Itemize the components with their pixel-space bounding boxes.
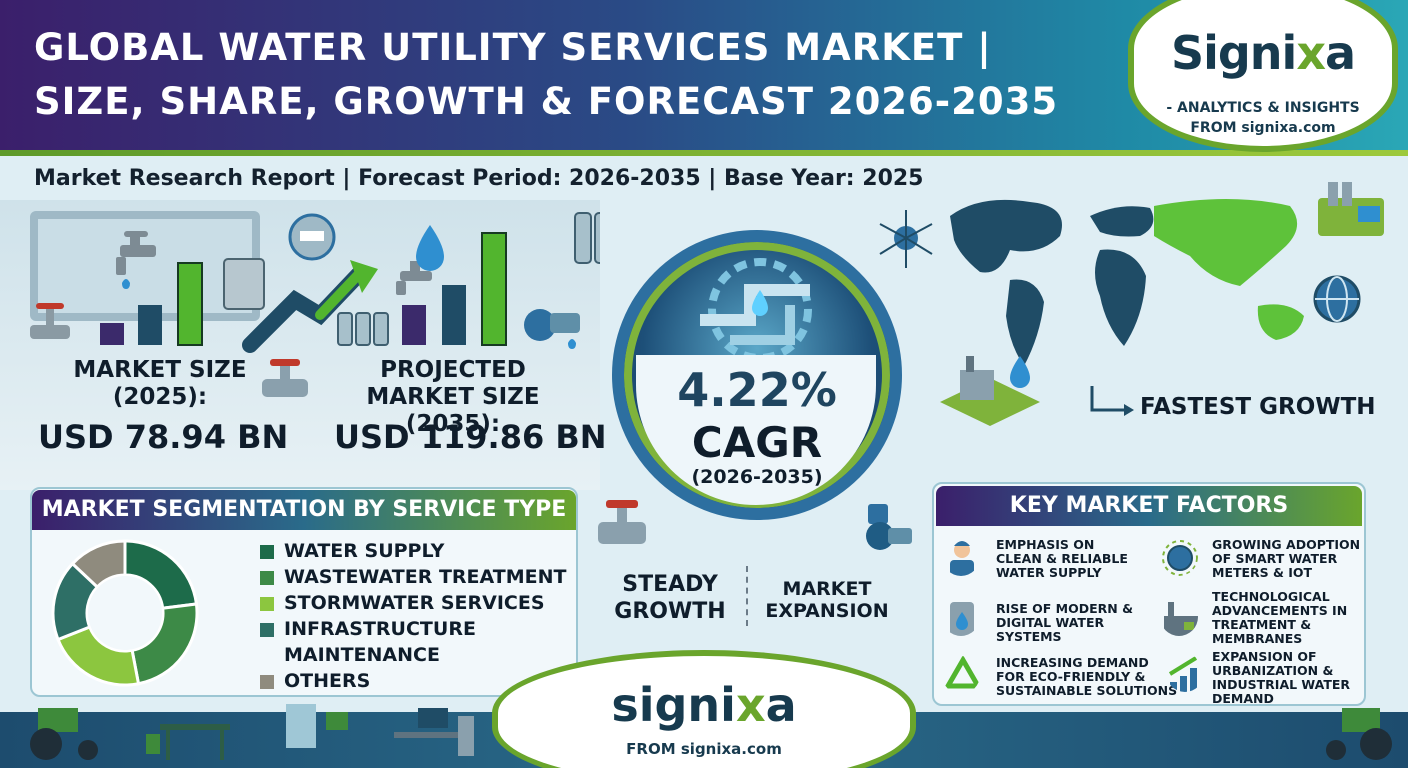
water-purifier-icon xyxy=(223,258,265,310)
globe-icon xyxy=(1313,275,1361,323)
pipes-gear-icon xyxy=(700,258,812,360)
brand-logo-badge[interactable]: Signixa - ANALYTICS & INSIGHTS FROM sign… xyxy=(1128,0,1398,152)
market-expansion-label: MARKET EXPANSION xyxy=(765,578,889,622)
segmentation-donut-chart xyxy=(51,539,199,687)
north-america-region xyxy=(950,199,1062,273)
legend-swatch xyxy=(260,545,274,559)
legend-swatch xyxy=(260,597,274,611)
brand-url: FROM signixa.com xyxy=(1190,120,1336,136)
office-desk-icon xyxy=(146,724,230,760)
factor-tech-advancements: TECHNOLOGICAL ADVANCEMENTS IN TREATMENT & M… xyxy=(1212,589,1348,646)
water-factory-icon xyxy=(940,356,1040,426)
bar-icon xyxy=(138,305,162,345)
factor-clean-water: EMPHASIS ON CLEAN & RELIABLE WATER SUPPLY xyxy=(996,537,1128,580)
bar-icon xyxy=(402,305,426,345)
water-drop-icon xyxy=(416,225,444,271)
legend-swatch xyxy=(260,571,274,585)
recycle-icon xyxy=(943,656,980,689)
bar-icon xyxy=(442,285,466,345)
report-subheader: Market Research Report | Forecast Period… xyxy=(34,166,924,191)
legend-wastewater-treatment: WASTEWATER TREATMENT xyxy=(284,566,567,588)
worker-icon xyxy=(950,541,974,576)
tractor-icon xyxy=(30,708,98,760)
office-workstation-icon xyxy=(394,708,474,756)
donut-hole xyxy=(88,576,162,650)
factor-eco-friendly: INCREASING DEMAND FOR ECO-FRIENDLY & SUSTA… xyxy=(996,655,1178,698)
legend-others: OTHERS xyxy=(284,670,371,692)
tractor-icon xyxy=(1326,708,1392,760)
footer-logo: signixa xyxy=(611,678,797,732)
steady-growth-label: STEADY GROWTH xyxy=(614,572,726,624)
network-globe-icon xyxy=(879,210,933,268)
factor-urbanization: EXPANSION OF URBANIZATION & INDUSTRIAL WAT… xyxy=(1212,649,1351,706)
segmentation-title: MARKET SEGMENTATION BY SERVICE TYPE xyxy=(32,490,576,530)
australia-region xyxy=(1257,304,1304,340)
treatment-plant-icon xyxy=(1318,182,1384,236)
cagr-label: CAGR xyxy=(691,418,823,467)
brand-logo: Signixa xyxy=(1170,26,1356,80)
projected-size-label: PROJECTED MARKET SIZE (2035): xyxy=(366,357,540,437)
pump-icon xyxy=(866,504,912,550)
africa-region xyxy=(1095,249,1146,346)
market-growth-illustration xyxy=(30,211,600,353)
legend-stormwater-services: STORMWATER SERVICES xyxy=(284,592,545,614)
bar-icon xyxy=(177,262,203,346)
legend-swatch xyxy=(260,623,274,637)
bar-icon xyxy=(100,323,124,345)
market-size-label: MARKET SIZE (2025): xyxy=(73,357,247,410)
office-whiteboard-icon xyxy=(286,704,348,748)
growth-chart-icon xyxy=(1168,656,1198,692)
market-size-value: USD 78.94 BN xyxy=(38,418,289,456)
fastest-growth-label: FASTEST GROWTH xyxy=(1140,394,1376,420)
bar-icon xyxy=(481,232,507,346)
storage-tanks-icon xyxy=(337,312,389,346)
filter-system-icon xyxy=(574,212,600,264)
south-america-region xyxy=(1006,279,1044,366)
factor-digital-systems: RISE OF MODERN & DIGITAL WATER SYSTEMS xyxy=(996,601,1134,644)
page-title-line1: GLOBAL WATER UTILITY SERVICES MARKET | xyxy=(34,26,992,69)
valve-icon xyxy=(598,500,646,544)
arrow-icon xyxy=(1090,386,1134,416)
footer-url: FROM signixa.com xyxy=(626,740,782,758)
footer-logo-badge[interactable]: signixa FROM signixa.com xyxy=(492,650,916,768)
legend-infrastructure: INFRASTRUCTURE xyxy=(284,618,476,640)
factory-icon xyxy=(1164,602,1198,636)
projected-size-value: USD 119.86 BN xyxy=(334,418,607,456)
center-divider xyxy=(746,566,748,626)
brand-tagline: - ANALYTICS & INSIGHTS xyxy=(1166,100,1360,116)
water-tank-icon xyxy=(950,602,974,636)
donut-slice xyxy=(70,539,127,590)
legend-swatch xyxy=(260,675,274,689)
faucet-icon xyxy=(116,231,156,275)
legend-maintenance: MAINTENANCE xyxy=(284,644,440,666)
valve-icon xyxy=(262,359,308,397)
header-divider xyxy=(0,150,1408,156)
cagr-value: 4.22% xyxy=(677,363,837,417)
europe-region xyxy=(1090,206,1154,237)
pump-icon xyxy=(524,309,580,349)
legend-water-supply: WATER SUPPLY xyxy=(284,540,445,562)
world-map xyxy=(950,199,1304,366)
asia-pacific-region xyxy=(1154,199,1298,286)
faucet-icon xyxy=(396,261,432,295)
water-drop-icon xyxy=(122,279,130,289)
globe-network-icon xyxy=(1162,540,1198,576)
key-factors-title: KEY MARKET FACTORS xyxy=(936,486,1362,526)
page-title-line2: SIZE, SHARE, GROWTH & FORECAST 2026-2035 xyxy=(34,80,1059,123)
factor-smart-meters: GROWING ADOPTION OF SMART WATER METERS & I… xyxy=(1212,537,1361,580)
cagr-period: (2026-2035) xyxy=(691,466,823,488)
valve-icon xyxy=(30,303,70,339)
